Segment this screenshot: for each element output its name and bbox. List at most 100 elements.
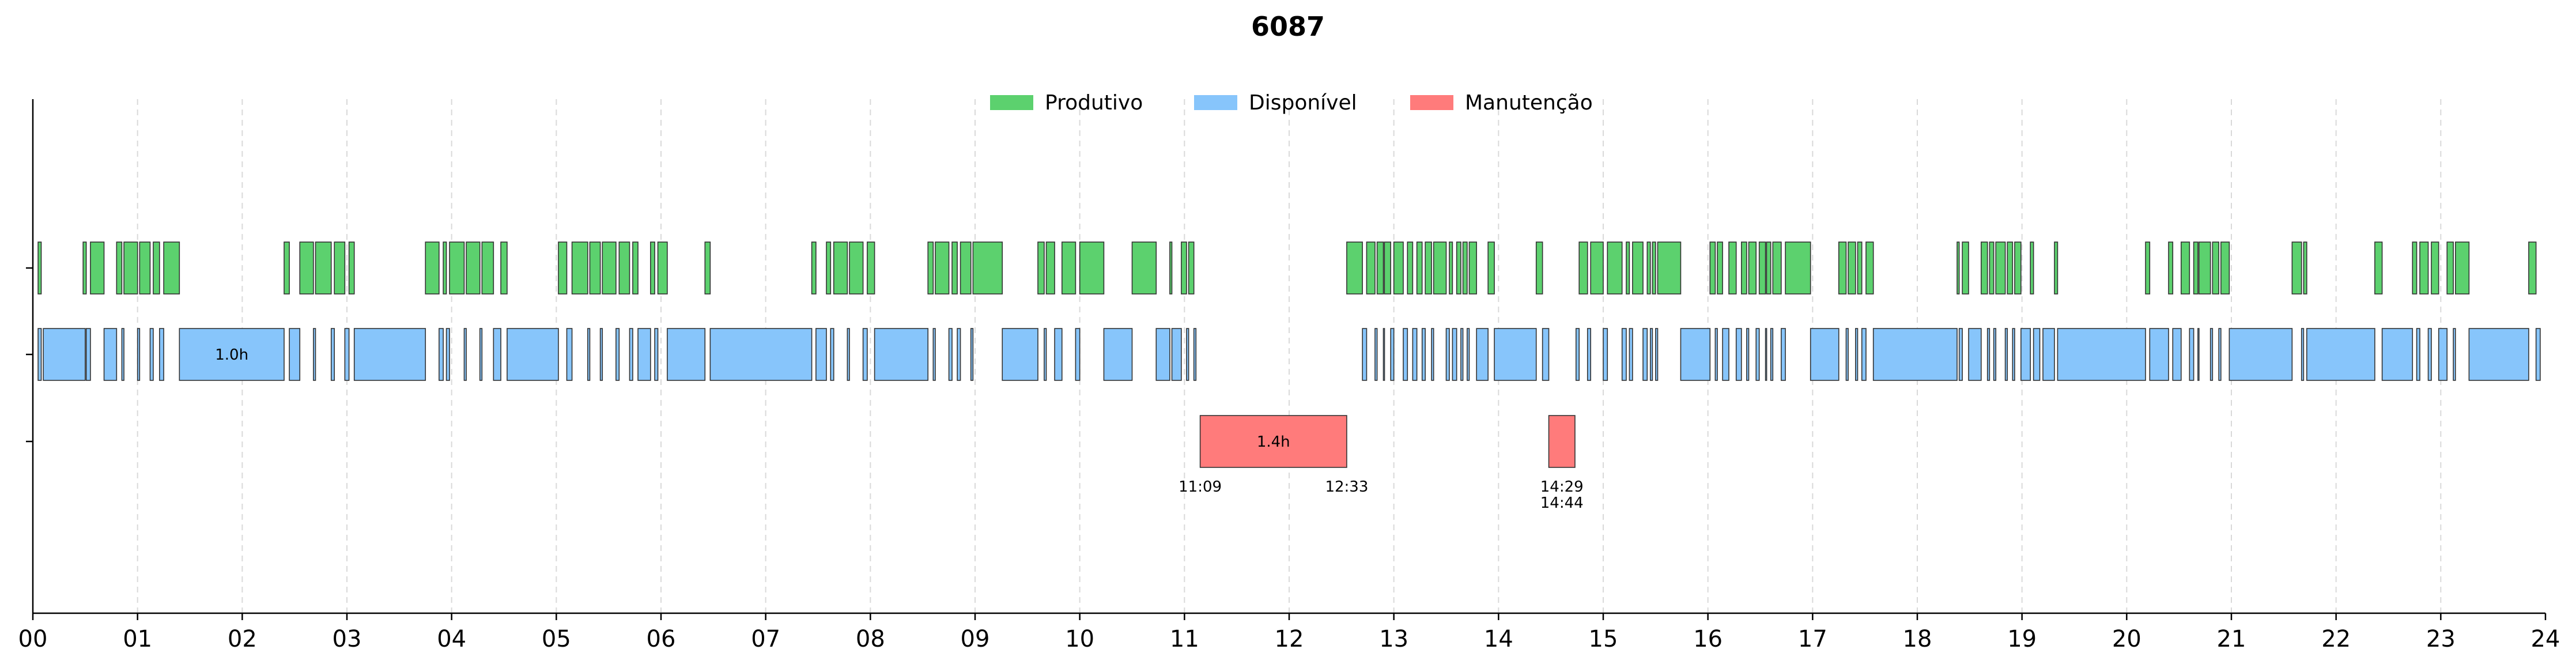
x-tick-label: 22	[2321, 626, 2351, 652]
bar-disponível	[1193, 328, 1197, 381]
bar-produtivo	[1758, 241, 1766, 295]
bar-disponível	[629, 328, 633, 381]
bar-disponível	[1855, 328, 1859, 381]
bar-produtivo	[334, 241, 346, 295]
legend-swatch	[990, 95, 1033, 110]
bar-produtivo	[2528, 241, 2537, 295]
x-tick-label: 18	[1903, 626, 1932, 652]
bar-disponível	[566, 328, 573, 381]
bar-produtivo	[348, 241, 355, 295]
bar-disponível	[2453, 328, 2456, 381]
bar-disponível	[1735, 328, 1742, 381]
bar-produtivo	[1578, 241, 1588, 295]
legend-label: Manutenção	[1465, 91, 1593, 115]
bar-produtivo	[1045, 241, 1055, 295]
bar-produtivo	[1956, 241, 1960, 295]
bar-disponível	[2033, 328, 2041, 381]
bar-disponível	[1403, 328, 1408, 381]
bar-manutenção	[1199, 415, 1347, 468]
bar-disponível	[1872, 328, 1958, 381]
bar-disponível	[948, 328, 953, 381]
bar-disponível	[2189, 328, 2194, 381]
bar-disponível	[2172, 328, 2182, 381]
legend-swatch	[1410, 95, 1453, 110]
bar-produtivo	[315, 241, 332, 295]
bar-disponível	[1765, 328, 1767, 381]
bar-produtivo	[927, 241, 934, 295]
bar-produtivo	[1772, 241, 1782, 295]
bar-disponível	[2228, 328, 2293, 381]
bar-disponível	[830, 328, 834, 381]
bar-produtivo	[1462, 241, 1468, 295]
bar-produtivo	[1626, 241, 1630, 295]
x-tick-label: 06	[647, 626, 676, 652]
bar-disponível	[2004, 328, 2008, 381]
bar-produtivo	[589, 241, 601, 295]
bar-produtivo	[1785, 241, 1811, 295]
x-tick-label: 05	[542, 626, 571, 652]
bar-disponível	[149, 328, 154, 381]
bar-produtivo	[558, 241, 568, 295]
x-tick-label: 04	[437, 626, 466, 652]
bar-disponível	[970, 328, 974, 381]
bar-disponível	[493, 328, 501, 381]
bar-produtivo	[951, 241, 958, 295]
bar-produtivo	[1646, 241, 1651, 295]
bar-produtivo	[1981, 241, 1988, 295]
bar-produtivo	[123, 241, 138, 295]
bar-produtivo	[849, 241, 864, 295]
bar-produtivo	[867, 241, 875, 295]
bar-produtivo	[1061, 241, 1077, 295]
bar-produtivo	[935, 241, 950, 295]
bar-disponível	[1755, 328, 1760, 381]
bar-produtivo	[1188, 241, 1195, 295]
x-tick-label: 02	[228, 626, 257, 652]
bar-produtivo	[2198, 241, 2211, 295]
bar-disponível	[2020, 328, 2031, 381]
bar-disponível	[1680, 328, 1711, 381]
bar-produtivo	[1741, 241, 1747, 295]
bar-produtivo	[2291, 241, 2302, 295]
bar-produtivo	[1449, 241, 1453, 295]
bar-produtivo	[139, 241, 151, 295]
bar-disponível	[874, 328, 929, 381]
bar-produtivo	[2446, 241, 2454, 295]
bar-disponível	[1603, 328, 1608, 381]
bar-disponível	[1075, 328, 1081, 381]
legend-swatch	[1194, 95, 1237, 110]
x-tick-label: 24	[2531, 626, 2560, 652]
bar-produtivo	[571, 241, 588, 295]
bar-disponível	[847, 328, 850, 381]
bar-produtivo	[1857, 241, 1863, 295]
bar-disponível	[313, 328, 316, 381]
bar-disponível	[2301, 328, 2305, 381]
bar-disponível	[2149, 328, 2169, 381]
bar-disponível	[2381, 328, 2413, 381]
bar-produtivo	[618, 241, 630, 295]
bar-produtivo	[163, 241, 180, 295]
end-time-label: 12:33	[1325, 478, 1368, 496]
bar-produtivo	[1838, 241, 1847, 295]
bar-produtivo	[602, 241, 617, 295]
bar-disponível	[1993, 328, 1997, 381]
legend: Produtivo Disponível Manutenção	[990, 91, 1593, 115]
bar-disponível	[289, 328, 301, 381]
bar-disponível	[2468, 328, 2529, 381]
bar-disponível	[1968, 328, 1982, 381]
bar-produtivo	[2007, 241, 2014, 295]
x-tick-label: 13	[1379, 626, 1408, 652]
bar-produtivo	[449, 241, 465, 295]
bar-produtivo	[1407, 241, 1414, 295]
x-tick-label: 12	[1275, 626, 1304, 652]
bar-disponível	[439, 328, 444, 381]
bar-duration-label: 1.4h	[1257, 433, 1290, 451]
bar-produtivo	[1748, 241, 1757, 295]
bar-disponível	[2209, 328, 2214, 381]
bar-disponível	[1746, 328, 1750, 381]
chart-title: 6087	[1251, 11, 1325, 42]
bar-disponível	[121, 328, 124, 381]
axes: 00 01 02 03 04 05 06 07 08 09 10 11 12 13 14 15 16 17 18 19…	[18, 99, 2560, 652]
bar-produtivo	[1962, 241, 1969, 295]
bar-disponível	[667, 328, 706, 381]
